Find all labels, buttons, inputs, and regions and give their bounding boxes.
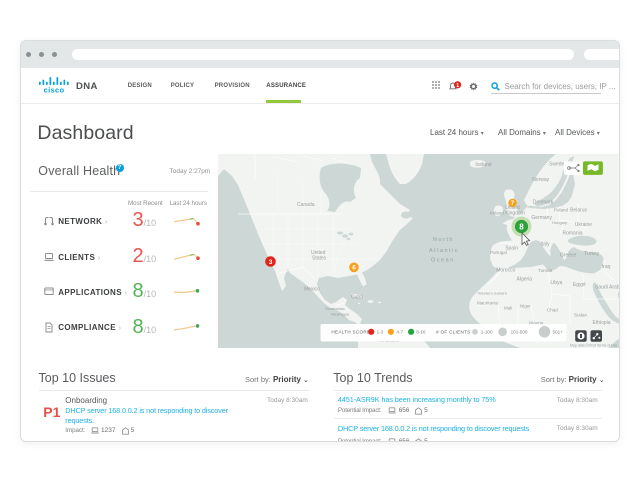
svg-text:Map data ©2019 Terms of Use: Map data ©2019 Terms of Use: [570, 344, 618, 348]
svg-text:Libya: Libya: [550, 280, 562, 286]
svg-text:Ethiopia: Ethiopia: [592, 320, 610, 326]
svg-text:Mali: Mali: [504, 306, 512, 311]
svg-text:101-500: 101-500: [510, 330, 527, 335]
svg-text:Sweden: Sweden: [549, 162, 567, 168]
svg-text:Ireland: Ireland: [490, 211, 504, 216]
svg-text:Ocean: Ocean: [431, 258, 455, 264]
svg-text:Ukraine: Ukraine: [574, 222, 591, 228]
svg-text:8-10: 8-10: [416, 330, 426, 335]
svg-text:Romania: Romania: [562, 231, 582, 237]
svg-text:Tunisia: Tunisia: [538, 268, 553, 273]
svg-text:501+: 501+: [552, 330, 563, 335]
svg-text:States: States: [312, 256, 327, 262]
svg-text:7: 7: [510, 201, 514, 207]
svg-text:Nigeria: Nigeria: [529, 321, 544, 326]
svg-text:Morocco: Morocco: [496, 268, 515, 274]
svg-text:Kingdom: Kingdom: [505, 211, 525, 217]
svg-text:Denmark: Denmark: [532, 199, 553, 205]
svg-text:1-3: 1-3: [376, 330, 383, 335]
svg-text:Atlantic: Atlantic: [429, 248, 459, 254]
svg-text:Mexico: Mexico: [304, 287, 320, 293]
svg-text:Poland: Poland: [554, 208, 569, 213]
svg-text:8: 8: [519, 223, 524, 232]
svg-text:1: 1: [456, 82, 459, 88]
svg-text:1-100: 1-100: [480, 330, 492, 335]
svg-text:Cuba: Cuba: [351, 295, 363, 301]
svg-text:Germany: Germany: [531, 215, 552, 221]
svg-text:6: 6: [352, 265, 356, 272]
svg-text:Western Sahara: Western Sahara: [478, 291, 508, 296]
svg-text:Sudan: Sudan: [574, 313, 588, 318]
svg-text:Greece: Greece: [559, 253, 576, 259]
svg-text:Nicaragua: Nicaragua: [331, 312, 350, 317]
svg-text:Egypt: Egypt: [572, 282, 585, 288]
svg-text:3: 3: [268, 259, 272, 266]
svg-text:Chad: Chad: [547, 308, 558, 313]
svg-text:Saudi Arabia: Saudi Arabia: [595, 285, 620, 291]
svg-text:Iraq: Iraq: [601, 264, 610, 270]
svg-text:Algeria: Algeria: [516, 277, 532, 283]
svg-text:Canada: Canada: [297, 202, 315, 208]
svg-text:North: North: [433, 237, 454, 243]
svg-text:United: United: [311, 250, 326, 256]
svg-text:United: United: [505, 205, 520, 211]
svg-text:Iceland: Iceland: [475, 162, 491, 168]
svg-text:Norway: Norway: [532, 177, 549, 183]
svg-text:Portugal: Portugal: [490, 250, 507, 255]
svg-text:Italy: Italy: [540, 241, 550, 247]
svg-text:Turkey: Turkey: [584, 251, 600, 257]
svg-text:HEALTH SCORE: HEALTH SCORE: [331, 330, 370, 335]
svg-text:Niger: Niger: [520, 304, 531, 309]
svg-text:Spain: Spain: [505, 246, 518, 252]
svg-text:Guatemala: Guatemala: [325, 306, 345, 311]
svg-text:4-7: 4-7: [396, 330, 403, 335]
svg-text:Mauritania: Mauritania: [477, 301, 499, 306]
svg-text:# OF CLIENTS: # OF CLIENTS: [436, 330, 471, 335]
svg-text:Hungary: Hungary: [552, 220, 567, 225]
svg-text:Belarus: Belarus: [570, 208, 587, 214]
svg-text:cisco: cisco: [43, 86, 64, 93]
